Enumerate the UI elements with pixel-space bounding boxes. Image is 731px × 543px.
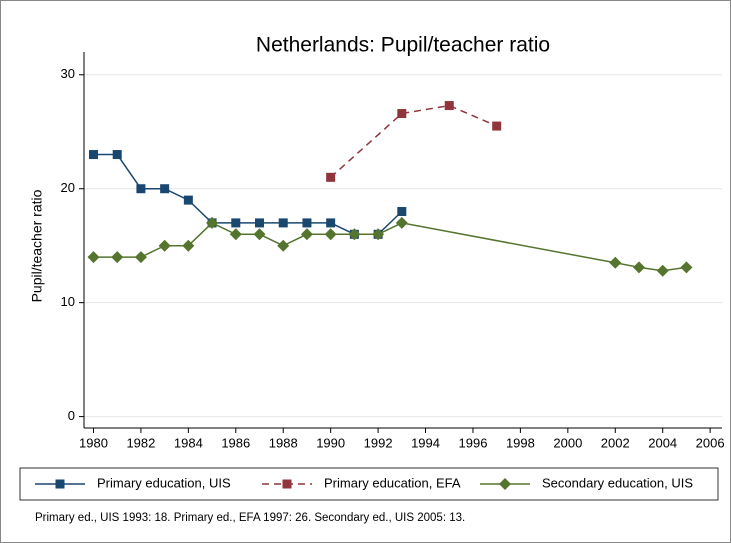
- point: [492, 121, 502, 131]
- x-tick-label: 1998: [506, 435, 535, 450]
- point: [397, 109, 407, 119]
- point: [372, 228, 385, 241]
- y-tick-label: 30: [61, 66, 75, 81]
- point: [300, 228, 313, 241]
- series-line: [330, 104, 497, 178]
- note: Primary ed., UIS 1993: 18. Primary ed., …: [35, 512, 465, 524]
- x-tick-label: 1984: [174, 435, 203, 450]
- y-tick-label: 0: [68, 408, 75, 423]
- point: [302, 218, 312, 228]
- point: [609, 256, 622, 269]
- point: [656, 264, 669, 277]
- x-tick-label: 1990: [316, 435, 345, 450]
- point: [160, 184, 170, 194]
- point: [397, 207, 407, 217]
- x-tick-label: 1980: [79, 435, 108, 450]
- x-tick-label: 2006: [696, 435, 725, 450]
- point: [444, 101, 454, 111]
- point: [255, 218, 265, 228]
- point: [158, 239, 171, 252]
- point: [87, 251, 100, 264]
- legend-label: Primary education, UIS: [97, 475, 231, 490]
- y-tick-label: 20: [61, 180, 75, 195]
- point: [112, 150, 122, 160]
- x-tick-label: 2002: [601, 435, 630, 450]
- point: [326, 218, 336, 228]
- legend-box: [19, 467, 719, 501]
- point: [348, 228, 361, 241]
- point: [229, 228, 242, 241]
- y-tick-label: 10: [61, 294, 75, 309]
- point: [278, 218, 288, 228]
- legend-label: Secondary education, UIS: [542, 475, 693, 490]
- point: [395, 216, 408, 229]
- x-tick-label: 1994: [411, 435, 440, 450]
- x-tick-label: 2004: [648, 435, 677, 450]
- legend-marker: [499, 478, 511, 490]
- point: [324, 228, 337, 241]
- point: [632, 261, 645, 274]
- legend-marker: [55, 479, 65, 489]
- x-tick-label: 2000: [553, 435, 582, 450]
- point: [231, 218, 241, 228]
- x-tick-label: 1982: [126, 435, 155, 450]
- point: [680, 261, 693, 274]
- y-axis-label: Pupil/teacher ratio: [29, 189, 45, 302]
- point: [134, 251, 147, 264]
- legend-marker: [282, 479, 292, 489]
- point: [277, 239, 290, 252]
- point: [326, 172, 336, 182]
- chart-title: Netherlands: Pupil/teacher ratio: [256, 34, 550, 57]
- point: [183, 195, 193, 205]
- x-tick-label: 1988: [269, 435, 298, 450]
- x-tick-label: 1996: [459, 435, 488, 450]
- x-tick-label: 1992: [364, 435, 393, 450]
- point: [88, 150, 98, 160]
- x-tick-label: 1986: [221, 435, 250, 450]
- point: [111, 251, 124, 264]
- point: [206, 216, 219, 229]
- point: [182, 239, 195, 252]
- point: [253, 228, 266, 241]
- point: [136, 184, 146, 194]
- legend-label: Primary education, EFA: [324, 475, 461, 490]
